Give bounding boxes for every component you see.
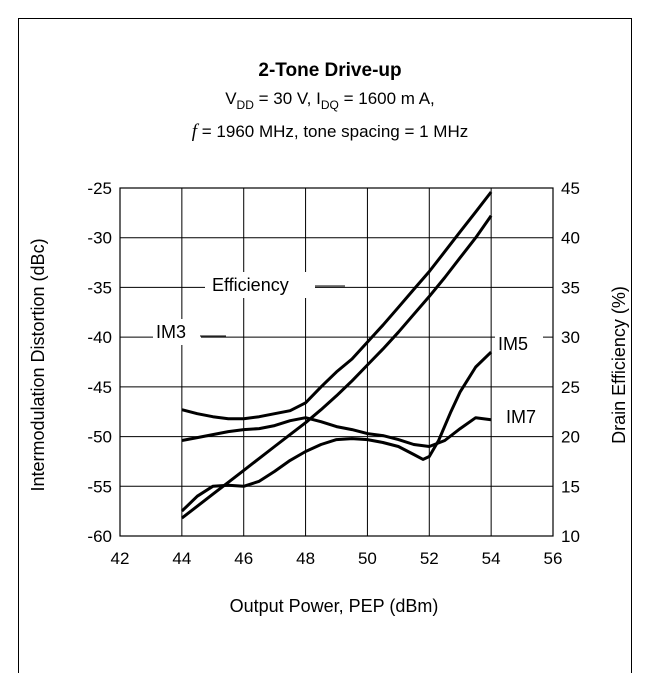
series-group [180,191,493,520]
y-axis-right-label: Drain Efficiency (%) [609,286,629,444]
y-left-tick-label: -35 [87,278,112,297]
x-tick-label: 56 [544,549,563,568]
y-right-tick-label: 45 [561,179,580,198]
x-axis-label: Output Power, PEP (dBm) [230,596,439,616]
y-right-tick-label: 25 [561,378,580,397]
y-left-tick-label: -45 [87,378,112,397]
x-tick-label: 44 [172,549,191,568]
plot-border [119,187,554,537]
y-axis-left-label: Intermodulation Distortion (dBc) [28,238,48,491]
y-right-tick-label: 35 [561,278,580,297]
y-left-tick-label: -25 [87,179,112,198]
y-right-tick-label: 10 [561,527,580,546]
y-right-tick-label: 40 [561,229,580,248]
y-right-tick-label: 20 [561,428,580,447]
im3-label: IM3 [156,322,186,342]
tick-labels: 42 44 46 48 50 52 54 56 -25 -30 -35 -40 -45 -50 -55 -60… [87,179,580,568]
y-right-tick-label: 30 [561,328,580,347]
im3-label-bg [153,319,201,345]
y-right-tick-label: 15 [561,477,580,496]
y-left-tick-label: -55 [87,477,112,496]
series-line-im3 [181,191,493,421]
y-left-tick-label: -60 [87,527,112,546]
x-tick-label: 52 [420,549,439,568]
y-left-tick-label: -30 [87,229,112,248]
y-left-tick-label: -50 [87,428,112,447]
x-tick-label: 46 [234,549,253,568]
efficiency-label: Efficiency [212,275,289,295]
im5-label: IM5 [498,334,528,354]
im7-label-bg [503,404,551,430]
x-tick-label: 50 [358,549,377,568]
x-tick-label: 48 [296,549,315,568]
series-line-im7 [181,416,492,448]
chart-subtitle-line1: VDD = 30 V, IDQ = 1600 m A, [225,89,435,112]
im5-label-bg [495,331,543,357]
series-line-efficiency [180,214,493,520]
y-left-tick-label: -40 [87,328,112,347]
chart-frame [18,18,632,673]
chart-subtitle-line2: f = 1960 MHz, tone spacing = 1 MHz [192,121,468,142]
im7-label: IM7 [506,407,536,427]
series-line-im5 [180,351,493,513]
chart-title: 2-Tone Drive-up [258,60,401,81]
grid [119,187,554,537]
efficiency-label-bg [205,272,315,298]
x-tick-label: 54 [482,549,501,568]
x-tick-label: 42 [111,549,130,568]
